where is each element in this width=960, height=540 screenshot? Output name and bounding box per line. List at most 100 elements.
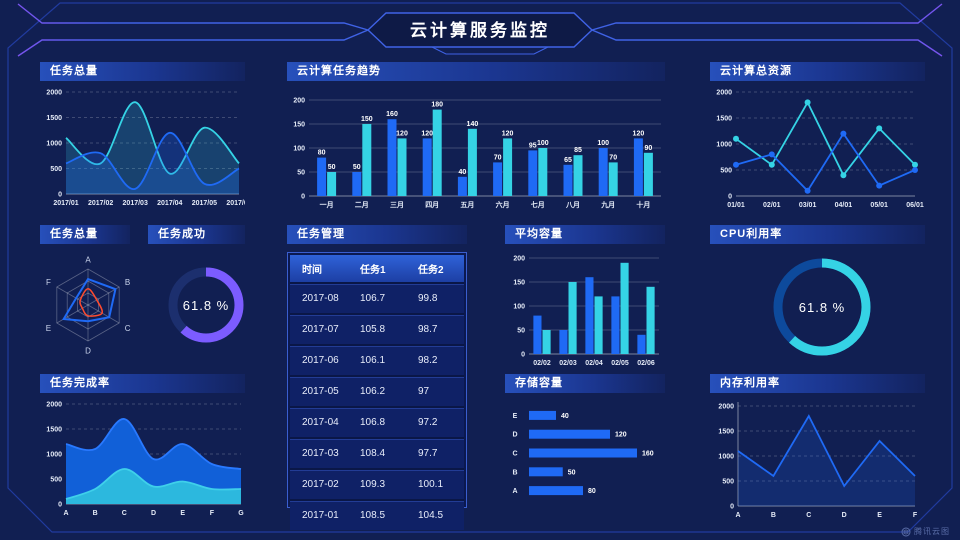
svg-text:F: F [46, 278, 51, 287]
svg-text:200: 200 [293, 98, 305, 105]
svg-text:C: C [122, 510, 127, 517]
svg-text:B: B [771, 512, 776, 519]
svg-text:1500: 1500 [718, 429, 734, 436]
table-cell: 108.5 [348, 499, 406, 530]
svg-text:50: 50 [568, 469, 576, 476]
table-cell: 104.5 [406, 499, 464, 530]
table-cell: 100.1 [406, 468, 464, 500]
table-row: 2017-02 109.3 100.1 [290, 468, 464, 500]
svg-text:G: G [238, 510, 244, 517]
svg-text:C: C [512, 451, 517, 458]
task-completion-chart: 0 500 1000 1500 2000 A B C D E F G [46, 402, 244, 518]
svg-text:70: 70 [609, 154, 617, 161]
svg-text:0: 0 [301, 194, 305, 201]
svg-text:120: 120 [633, 130, 645, 137]
table-cell: 106.2 [348, 375, 406, 407]
svg-text:500: 500 [720, 168, 732, 175]
svg-text:E: E [877, 512, 882, 519]
svg-text:D: D [512, 432, 517, 439]
svg-text:02/04: 02/04 [585, 360, 603, 367]
svg-text:B: B [93, 510, 98, 517]
svg-text:02/05: 02/05 [611, 360, 629, 367]
table-cell: 97.2 [406, 406, 464, 438]
svg-text:六月: 六月 [496, 200, 510, 209]
svg-text:50: 50 [353, 164, 361, 171]
svg-text:2000: 2000 [718, 404, 734, 411]
panel-title-task-success: 任务成功 [148, 225, 245, 244]
svg-text:90: 90 [645, 145, 653, 152]
table-cell: 98.7 [406, 313, 464, 345]
table-cell: 97 [406, 375, 464, 407]
panel-title-avg-capacity: 平均容量 [505, 225, 665, 244]
svg-text:2017/05: 2017/05 [192, 200, 217, 207]
svg-text:40: 40 [459, 169, 467, 176]
svg-text:01/01: 01/01 [727, 202, 745, 209]
svg-text:200: 200 [513, 256, 525, 263]
svg-text:160: 160 [642, 451, 654, 458]
table-row: 2017-04 106.8 97.2 [290, 406, 464, 438]
svg-text:1000: 1000 [46, 452, 62, 459]
svg-text:A: A [735, 512, 740, 519]
svg-text:七月: 七月 [531, 200, 545, 209]
table-cell: 2017-02 [290, 468, 348, 500]
svg-text:03/01: 03/01 [799, 202, 817, 209]
task-table-panel: 时间 任务1 任务2 2017-08 106.7 99.8 2017-07 105.8 98.… [287, 252, 467, 530]
watermark-logo-icon [901, 527, 911, 536]
table-header-cell: 时间 [290, 255, 348, 283]
table-cell: 2017-03 [290, 437, 348, 469]
svg-text:四月: 四月 [425, 201, 439, 209]
svg-text:1000: 1000 [718, 454, 734, 461]
svg-text:F: F [913, 512, 918, 519]
svg-text:02/02: 02/02 [533, 360, 551, 367]
svg-text:八月: 八月 [565, 201, 580, 209]
svg-text:D: D [85, 347, 91, 356]
svg-text:100: 100 [293, 146, 305, 153]
svg-text:150: 150 [513, 280, 525, 287]
memory-util-chart: 0 500 1000 1500 2000 A B C D E F [718, 402, 918, 519]
page-title: 云计算服务监控 [410, 21, 550, 40]
svg-text:80: 80 [588, 488, 596, 495]
task-total-line-chart: 0 500 1000 1500 2000 2017/01 2017/02 2017/03 201… [46, 90, 245, 208]
svg-text:C: C [806, 512, 811, 519]
svg-text:0: 0 [730, 504, 734, 511]
svg-text:2017/04: 2017/04 [157, 200, 182, 207]
svg-text:E: E [46, 324, 51, 333]
svg-text:2017/02: 2017/02 [88, 200, 113, 207]
svg-text:120: 120 [502, 130, 514, 137]
svg-text:04/01: 04/01 [835, 202, 853, 209]
svg-text:五月: 五月 [460, 201, 474, 209]
panel-title-task-completion: 任务完成率 [40, 374, 245, 393]
avg-capacity-chart: 0 50 100 150 200 02/02 02/03 02/04 02/05 02/06 [513, 256, 659, 367]
svg-text:500: 500 [50, 477, 62, 484]
svg-text:B: B [125, 278, 130, 287]
table-header-cell: 任务2 [406, 255, 464, 283]
svg-text:1500: 1500 [716, 116, 732, 123]
svg-text:150: 150 [361, 116, 373, 123]
svg-text:A: A [512, 488, 517, 495]
svg-text:E: E [180, 510, 185, 517]
table-row: 2017-05 106.2 97 [290, 375, 464, 407]
svg-text:2017/01: 2017/01 [53, 200, 78, 207]
svg-text:E: E [513, 413, 518, 420]
table-row: 2017-07 105.8 98.7 [290, 313, 464, 345]
panel-title-cpu: CPU利用率 [710, 225, 925, 244]
panel-title-storage: 存储容量 [505, 374, 665, 393]
svg-text:C: C [125, 324, 131, 333]
svg-text:02/03: 02/03 [559, 360, 577, 367]
svg-text:0: 0 [521, 352, 525, 359]
svg-text:120: 120 [396, 130, 408, 137]
svg-text:A: A [85, 255, 91, 264]
svg-text:180: 180 [431, 102, 443, 109]
cpu-donut-chart: 61.8 % [773, 258, 871, 356]
svg-text:1500: 1500 [46, 427, 62, 434]
cloud-total-resource-chart: 0 500 1000 1500 2000 01/01 02/01 03/01 04/01 05/0… [716, 90, 923, 210]
table-cell: 106.1 [348, 344, 406, 376]
svg-text:80: 80 [318, 150, 326, 157]
table-cell: 106.7 [348, 282, 406, 314]
svg-text:61.8 %: 61.8 % [183, 298, 229, 313]
svg-text:2017/06: 2017/06 [226, 200, 245, 207]
table-header-row: 时间 任务1 任务2 [290, 255, 464, 283]
svg-text:50: 50 [297, 170, 305, 177]
